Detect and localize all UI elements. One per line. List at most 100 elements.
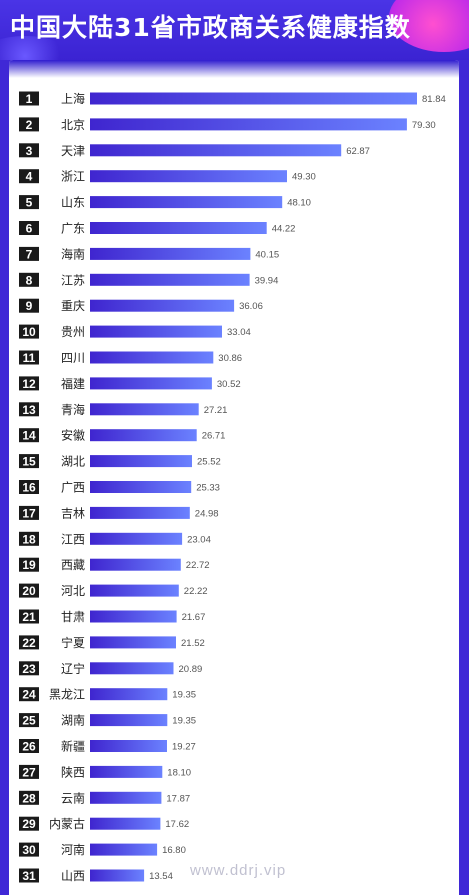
value-label: 40.15 bbox=[255, 249, 279, 260]
province-label: 北京 bbox=[61, 118, 85, 132]
value-label: 30.52 bbox=[217, 379, 241, 390]
rank-badge bbox=[19, 868, 39, 883]
value-label: 19.27 bbox=[172, 742, 196, 753]
rank-number: 10 bbox=[22, 325, 36, 339]
bar bbox=[90, 843, 158, 856]
rank-number: 25 bbox=[22, 714, 36, 728]
bar-row: 30 河南 16.80 bbox=[19, 842, 186, 857]
bar bbox=[90, 144, 342, 157]
province-label: 重庆 bbox=[61, 299, 85, 313]
value-label: 27.21 bbox=[204, 405, 228, 416]
province-label: 贵州 bbox=[61, 325, 85, 339]
bar bbox=[90, 688, 168, 701]
province-label: 安徽 bbox=[61, 428, 85, 443]
bar bbox=[90, 247, 251, 260]
bar-row: 8 江苏 39.94 bbox=[19, 272, 279, 287]
rank-number: 27 bbox=[22, 765, 36, 779]
rank-badge bbox=[19, 298, 39, 313]
rank-number: 19 bbox=[22, 558, 36, 572]
value-label: 19.35 bbox=[172, 690, 196, 701]
bar-row: 24 黑龙江 19.35 bbox=[19, 687, 196, 702]
bar-row: 3 天津 62.87 bbox=[19, 143, 370, 158]
bar bbox=[90, 869, 145, 882]
value-label: 81.84 bbox=[422, 94, 446, 105]
chart-header: 中国大陆31省市政商关系健康指数 bbox=[0, 0, 469, 60]
rank-number: 23 bbox=[22, 662, 36, 676]
bar bbox=[90, 481, 192, 493]
bar-row: 10 贵州 33.04 bbox=[19, 324, 251, 339]
rank-number: 1 bbox=[26, 92, 33, 106]
value-label: 21.67 bbox=[182, 612, 206, 623]
value-label: 18.10 bbox=[167, 767, 191, 778]
rank-number: 24 bbox=[22, 688, 36, 702]
value-label: 79.30 bbox=[412, 120, 436, 131]
chart-title: 中国大陆31省市政商关系健康指数 bbox=[10, 13, 411, 42]
province-label: 甘肃 bbox=[61, 610, 85, 624]
value-label: 39.94 bbox=[255, 275, 279, 286]
rank-badge bbox=[19, 480, 39, 494]
bar-row: 6 广东 44.22 bbox=[19, 221, 295, 236]
rank-number: 11 bbox=[23, 351, 36, 365]
bar bbox=[90, 351, 214, 364]
province-label: 江苏 bbox=[61, 273, 85, 287]
rank-number: 3 bbox=[26, 144, 33, 158]
province-label: 河南 bbox=[61, 842, 85, 857]
province-label: 云南 bbox=[61, 790, 85, 805]
province-label: 江西 bbox=[61, 532, 85, 546]
rank-badge bbox=[19, 143, 39, 158]
rank-number: 22 bbox=[22, 636, 36, 650]
bar bbox=[90, 325, 222, 338]
value-label: 20.89 bbox=[179, 664, 203, 675]
bar-row: 28 云南 17.87 bbox=[19, 790, 190, 805]
rank-number: 12 bbox=[22, 377, 36, 391]
province-label: 宁夏 bbox=[61, 635, 85, 650]
bar-row: 26 新疆 19.27 bbox=[19, 739, 196, 754]
bar bbox=[90, 299, 235, 312]
bar bbox=[90, 610, 177, 623]
value-label: 24.98 bbox=[195, 508, 219, 519]
rank-number: 21 bbox=[22, 610, 36, 624]
rank-number: 9 bbox=[26, 299, 33, 313]
bar bbox=[90, 714, 168, 727]
rank-number: 15 bbox=[22, 455, 36, 469]
bar bbox=[90, 791, 162, 804]
rank-number: 5 bbox=[26, 196, 33, 210]
rank-number: 16 bbox=[22, 481, 36, 495]
value-label: 23.04 bbox=[187, 534, 211, 545]
value-label: 36.06 bbox=[239, 301, 263, 312]
bar-row: 1 上海 81.84 bbox=[19, 91, 446, 106]
rank-badge bbox=[19, 505, 39, 520]
bar bbox=[90, 403, 199, 416]
bar-row: 12 福建 30.52 bbox=[19, 376, 241, 391]
value-label: 26.71 bbox=[202, 431, 226, 442]
value-label: 30.86 bbox=[218, 353, 242, 364]
value-label: 19.35 bbox=[172, 716, 196, 727]
rank-badge bbox=[19, 764, 39, 779]
province-label: 天津 bbox=[61, 144, 85, 158]
province-label: 四川 bbox=[61, 351, 85, 365]
rank-badge bbox=[19, 324, 39, 339]
bar bbox=[90, 765, 163, 778]
province-label: 广西 bbox=[61, 481, 85, 495]
bar-row: 29 内蒙古 17.62 bbox=[19, 816, 189, 831]
bar-row: 5 山东 48.10 bbox=[19, 195, 311, 210]
rank-badge bbox=[19, 790, 39, 805]
rank-badge bbox=[19, 557, 39, 572]
bar-row: 23 辽宁 20.89 bbox=[19, 661, 202, 676]
province-label: 山东 bbox=[61, 196, 85, 210]
rank-badge bbox=[19, 816, 39, 831]
bar-row: 17 吉林 24.98 bbox=[19, 505, 219, 520]
province-label: 浙江 bbox=[61, 170, 85, 184]
bar-row: 19 西藏 22.72 bbox=[19, 557, 210, 572]
rank-number: 17 bbox=[22, 506, 36, 520]
rank-number: 8 bbox=[26, 273, 33, 287]
rank-badge bbox=[19, 402, 39, 417]
province-label: 福建 bbox=[61, 376, 85, 391]
rank-badge bbox=[19, 195, 39, 210]
province-label: 西藏 bbox=[61, 558, 85, 572]
rank-badge bbox=[19, 687, 39, 702]
rank-badge bbox=[19, 169, 39, 184]
province-label: 新疆 bbox=[61, 739, 85, 754]
rank-number: 20 bbox=[22, 584, 36, 598]
bar-row: 25 湖南 19.35 bbox=[19, 713, 196, 728]
